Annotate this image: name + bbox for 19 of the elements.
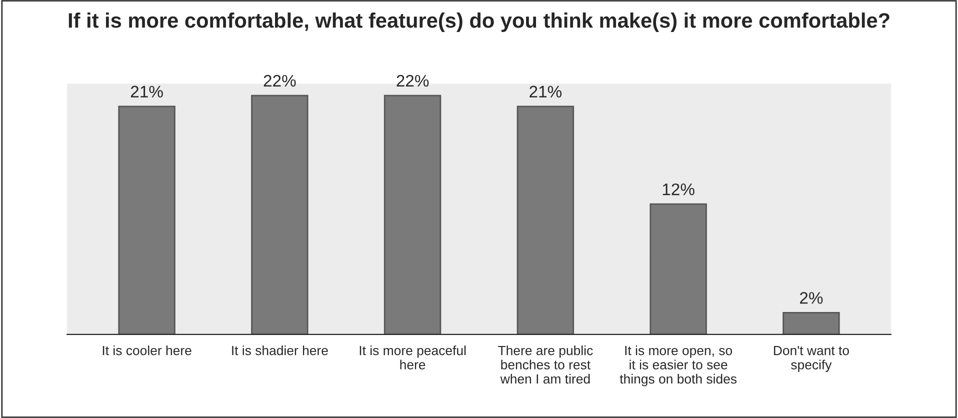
bar: [650, 203, 707, 334]
bar: [782, 312, 840, 334]
data-label: 21%: [130, 86, 163, 98]
x-tick-label: Don't want to specify: [774, 346, 849, 372]
chart-title: If it is more comfortable, what feature(s) do you think make(s) it more comfortable?: [68, 12, 890, 32]
data-label: 21%: [530, 86, 562, 98]
x-tick-label: It is more peaceful here: [360, 346, 466, 370]
data-label: 22%: [264, 74, 296, 87]
x-tick-label: It is cooler here: [102, 346, 192, 356]
bar: [251, 94, 308, 334]
bar: [118, 106, 176, 334]
data-label: 22%: [396, 74, 429, 87]
x-tick-label: There are public benches to rest when I am tired: [498, 346, 593, 384]
bar: [516, 106, 574, 334]
bar: [384, 94, 442, 334]
x-tick-label: It is more open, so it is easier to see things on both sides: [620, 346, 737, 386]
x-tick-label: It is shadier here: [232, 346, 328, 356]
data-label: 2%: [800, 292, 823, 304]
data-label: 12%: [662, 183, 694, 196]
